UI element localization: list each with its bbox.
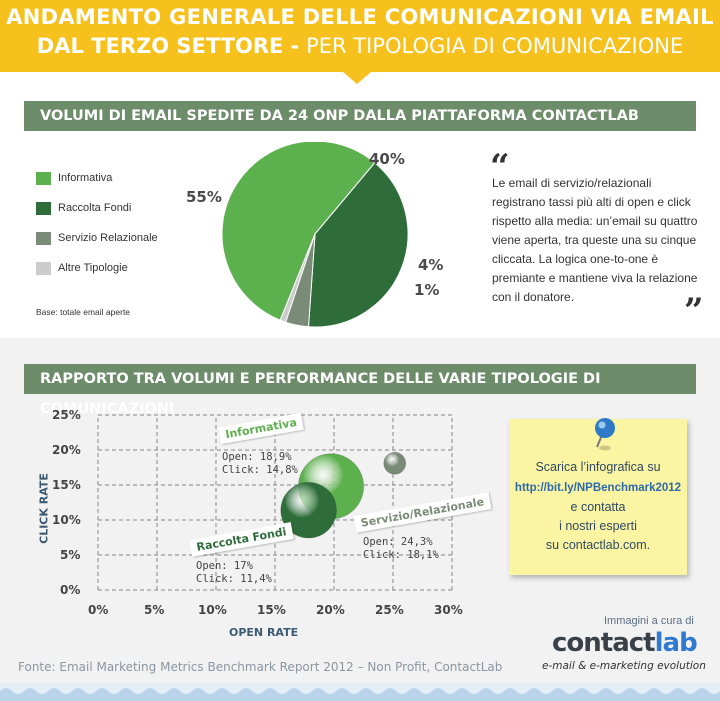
open-rate-value: Open: 17% xyxy=(196,560,253,572)
y-tick-label: 10% xyxy=(52,513,81,527)
sticky-link-row: http://bit.ly/NPBenchmark2012 xyxy=(509,480,687,494)
bubble-chart xyxy=(97,414,453,591)
decorative-waves xyxy=(0,683,720,701)
legend-label: Servizio Relazionale xyxy=(58,232,158,244)
legend-swatch xyxy=(36,262,51,275)
y-tick-label: 20% xyxy=(52,443,81,457)
x-tick-label: 5% xyxy=(144,603,165,617)
bubble-metrics-informativa: Open: 18,9% Click: 14,8% xyxy=(222,451,298,477)
legend-swatch xyxy=(36,232,51,245)
page-title-line2-bold: DAL TERZO SETTORE - xyxy=(36,34,300,58)
sticky-line1: Scarica l’infografica su xyxy=(535,460,661,474)
pie-value-label: 40% xyxy=(369,150,405,168)
contactlab-logo: contactlab xyxy=(552,628,698,658)
header-notch xyxy=(343,72,371,84)
x-tick-label: 15% xyxy=(257,603,286,617)
infographic-link[interactable]: http://bit.ly/NPBenchmark2012 xyxy=(514,482,682,494)
sticky-line4: i nostri esperti xyxy=(559,519,637,533)
x-axis-title: OPEN RATE xyxy=(229,626,299,639)
pie-value-label: 1% xyxy=(414,281,440,299)
sticky-line5: su contactlab.com. xyxy=(545,538,651,552)
x-tick-label: 25% xyxy=(375,603,404,617)
y-tick-label: 25% xyxy=(52,408,81,422)
logo-tagline: e-mail & e-marketing evolution xyxy=(542,660,706,672)
bubble-servizio-relazionale xyxy=(383,451,407,475)
click-rate-value: Click: 18,1% xyxy=(363,549,439,561)
header-banner: ANDAMENTO GENERALE DELLE COMUNICAZIONI V… xyxy=(0,0,720,72)
close-quote-mark: ” xyxy=(684,291,704,331)
click-rate-value: Click: 14,8% xyxy=(222,464,298,476)
legend-swatch xyxy=(36,172,51,185)
legend-label: Raccolta Fondi xyxy=(58,202,132,214)
pie-value-label: 4% xyxy=(418,256,444,274)
bubble-raccolta-fondi xyxy=(280,481,337,539)
y-tick-label: 5% xyxy=(60,548,81,562)
pushpin-icon xyxy=(595,418,615,451)
open-rate-value: Open: 24,3% xyxy=(363,536,433,548)
y-tick-label: 15% xyxy=(52,478,81,492)
logo-contact: contact xyxy=(552,628,656,658)
source-note: Fonte: Email Marketing Metrics Benchmark… xyxy=(18,660,503,674)
open-rate-value: Open: 18,9% xyxy=(222,451,292,463)
logo-lab: lab xyxy=(654,628,698,658)
x-tick-label: 0% xyxy=(88,603,109,617)
x-tick-label: 10% xyxy=(198,603,227,617)
click-rate-value: Click: 11,4% xyxy=(196,573,272,585)
y-tick-label: 0% xyxy=(60,583,81,597)
base-note: Base: totale email aperte xyxy=(36,307,131,317)
bubble-metrics-servizio-relazionale: Open: 24,3% Click: 18,1% xyxy=(363,536,439,562)
pie-value-label: 55% xyxy=(186,188,222,206)
pie-slice-raccolta-fondi xyxy=(307,162,409,328)
open-quote-mark: “ xyxy=(490,147,510,187)
image-credit: Immagini a cura di xyxy=(604,615,694,627)
sticky-line3: e contatta xyxy=(570,500,626,514)
x-tick-label: 30% xyxy=(434,603,463,617)
x-tick-label: 20% xyxy=(316,603,345,617)
pie-slice-altre-tipologie xyxy=(279,233,316,323)
legend-swatch xyxy=(36,202,51,215)
page-title-line1: ANDAMENTO GENERALE DELLE COMUNICAZIONI V… xyxy=(6,5,714,29)
quote-text: Le email di servizio/relazionali registr… xyxy=(492,176,698,304)
section2-title: RAPPORTO TRA VOLUMI E PERFORMANCE DELLE … xyxy=(24,364,696,417)
legend-label: Altre Tipologie xyxy=(58,262,128,274)
y-axis-title: CLICK RATE xyxy=(37,473,51,544)
bubble-metrics-raccolta-fondi: Open: 17% Click: 11,4% xyxy=(196,560,272,586)
page-title-line2: DAL TERZO SETTORE - PER TIPOLOGIA DI COM… xyxy=(0,34,720,58)
section1-title: VOLUMI DI EMAIL SPEDITE DA 24 ONP DALLA … xyxy=(24,101,696,131)
pie-chart xyxy=(221,142,409,328)
legend-label: Informativa xyxy=(58,172,113,184)
pie-slice-informativa xyxy=(221,142,376,321)
page-title-line2-rest: PER TIPOLOGIA DI COMUNICAZIONE xyxy=(306,34,684,58)
